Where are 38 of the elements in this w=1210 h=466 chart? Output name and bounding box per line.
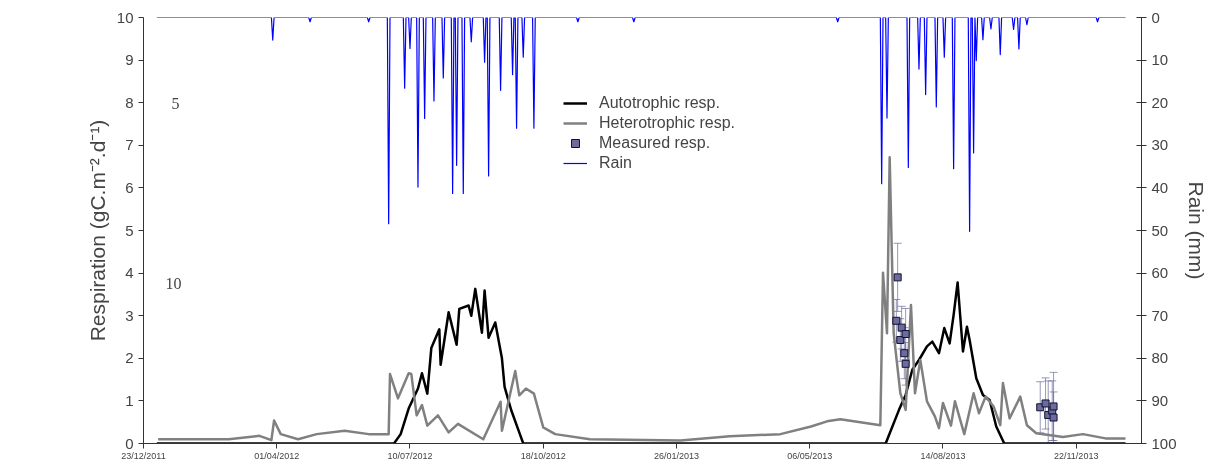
y-tick-label: 7 <box>125 136 134 154</box>
y-tick-label: 5 <box>125 221 134 239</box>
x-tick-label: 22/11/2013 <box>1054 450 1099 461</box>
y-tick-label: 1 <box>125 391 134 409</box>
x-tick-label: 18/10/2012 <box>520 450 566 461</box>
y2-tick-label: 30 <box>1151 136 1169 154</box>
y2-tick-label: 80 <box>1151 349 1169 367</box>
x-tick-label: 06/05/2013 <box>787 450 833 461</box>
x-tick-label: 23/12/2011 <box>121 450 166 461</box>
y2-tick-label: 10 <box>1151 51 1169 69</box>
annotation: 10 <box>165 274 182 292</box>
y2-tick-label: 90 <box>1151 391 1169 409</box>
y2-tick-label: 100 <box>1151 434 1177 452</box>
y-tick-label: 4 <box>125 264 134 282</box>
y2-tick-label: 60 <box>1151 264 1169 282</box>
y-tick-label: 6 <box>125 178 134 196</box>
annotation: 5 <box>171 94 180 112</box>
x-tick-label: 14/08/2013 <box>920 450 966 461</box>
y-axis-title: Respiration (gC.m⁻².d⁻¹) <box>85 119 109 342</box>
x-tick-label: 26/01/2013 <box>653 450 699 461</box>
legend-label: Rain <box>599 154 632 172</box>
x-tick-label: 10/07/2012 <box>387 450 433 461</box>
y2-axis-title: Rain (mm) <box>1184 181 1208 280</box>
y-tick-label: 10 <box>116 8 134 26</box>
legend-label: Measured resp. <box>599 134 711 152</box>
y-tick-label: 2 <box>125 349 134 367</box>
x-tick-label: 01/04/2012 <box>254 450 300 461</box>
y2-tick-label: 70 <box>1151 306 1169 324</box>
y2-tick-label: 50 <box>1151 221 1169 239</box>
y-tick-label: 9 <box>125 51 134 69</box>
y-tick-label: 8 <box>125 93 134 111</box>
y-tick-label: 3 <box>125 306 134 324</box>
legend-label: Heterotrophic resp. <box>599 114 736 132</box>
legend-label: Autotrophic resp. <box>599 94 720 112</box>
y2-tick-label: 0 <box>1151 8 1160 26</box>
y2-tick-label: 20 <box>1151 93 1169 111</box>
y-tick-label: 0 <box>125 434 134 452</box>
y2-tick-label: 40 <box>1151 178 1169 196</box>
